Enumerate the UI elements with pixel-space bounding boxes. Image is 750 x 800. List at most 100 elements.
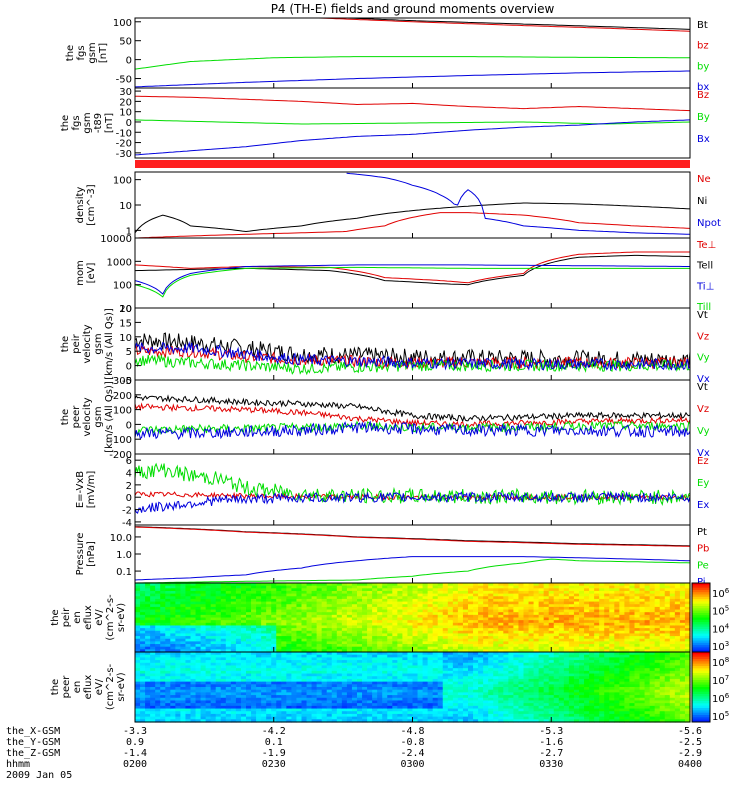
spectrogram-cell — [447, 689, 454, 693]
spectrogram-cell — [155, 644, 161, 648]
spectrogram-cell — [437, 705, 444, 710]
spectrogram-cell — [589, 630, 595, 635]
spectrogram-cell — [155, 662, 161, 667]
spectrogram-cell — [624, 604, 631, 608]
spectrogram-cell — [296, 620, 303, 624]
spectrogram-cell — [311, 590, 318, 595]
spectrogram-cell — [437, 612, 444, 616]
spectrogram-cell — [523, 609, 530, 613]
spectrogram-cell — [422, 590, 429, 595]
spectrogram-cell — [301, 670, 308, 675]
spectrogram-cell — [488, 646, 494, 650]
spectrogram-cell — [377, 662, 383, 667]
spectrogram-cell — [462, 716, 469, 720]
spectrogram-cell — [261, 646, 267, 650]
spectrogram-cell — [185, 678, 192, 683]
spectrogram-cell — [225, 604, 232, 608]
spectrogram-cell — [377, 604, 383, 608]
spectrogram-cell — [230, 609, 237, 613]
spectrogram-cell — [256, 665, 262, 669]
y-tick-label: 10.0 — [110, 533, 132, 544]
spectrogram-cell — [392, 606, 398, 611]
spectrogram-cell — [165, 668, 171, 672]
spectrogram-cell — [639, 622, 646, 627]
spectrogram-cell — [392, 654, 398, 658]
spectrogram-cell — [513, 638, 520, 642]
spectrogram-cell — [392, 622, 398, 627]
spectrogram-cell — [306, 708, 313, 712]
spectrogram-cell — [437, 711, 444, 715]
spectrogram-cell — [240, 662, 247, 667]
spectrogram-cell — [301, 614, 308, 619]
spectrogram-cell — [599, 598, 605, 603]
spectrogram-cell — [286, 652, 293, 656]
spectrogram-cell — [397, 684, 404, 688]
spectrogram-cell — [457, 668, 464, 672]
spectrogram-cell — [240, 622, 247, 627]
spectrogram-cell — [523, 644, 530, 648]
spectrogram-cell — [533, 598, 540, 603]
spectrogram-cell — [140, 644, 146, 648]
spectrogram-cell — [251, 703, 257, 707]
spectrogram-cell — [135, 614, 141, 619]
spectrogram-cell — [407, 633, 414, 637]
series-line-Vx — [135, 420, 690, 440]
spectrogram-cell — [442, 638, 449, 642]
spectrogram-cell — [589, 604, 595, 608]
spectrogram-cell — [614, 644, 620, 648]
spectrogram-cell — [341, 630, 348, 635]
spectrogram-cell — [558, 633, 565, 637]
spectrogram-cell — [180, 665, 187, 669]
spectrogram-cell — [649, 604, 656, 608]
spectrogram-cell — [246, 604, 252, 608]
spectrogram-cell — [362, 633, 368, 637]
spectrogram-cell — [488, 652, 494, 656]
spectrogram-cell — [422, 612, 429, 616]
spectrogram-cell — [301, 673, 308, 677]
spectrogram-cell — [271, 583, 277, 587]
spectrogram-cell — [155, 684, 161, 688]
spectrogram-cell — [432, 630, 439, 635]
spectrogram-cell — [629, 646, 636, 650]
spectrogram-cell — [180, 670, 187, 675]
y-axis-label-line: mom — [75, 260, 86, 286]
spectrogram-cell — [220, 588, 227, 592]
spectrogram-cell — [135, 697, 141, 702]
spectrogram-cell — [256, 673, 262, 677]
colorbar-step — [692, 592, 710, 595]
spectrogram-cell — [447, 598, 454, 603]
spectrogram-cell — [457, 716, 464, 720]
spectrogram-cell — [346, 678, 353, 683]
spectrogram-cell — [417, 628, 424, 632]
spectrogram-cell — [417, 601, 424, 605]
spectrogram-cell — [367, 684, 373, 688]
spectrogram-cell — [427, 590, 434, 595]
spectrogram-cell — [210, 665, 217, 669]
spectrogram-cell — [427, 596, 434, 600]
spectrogram-cell — [357, 670, 363, 675]
spectrogram-cell — [619, 649, 626, 653]
spectrogram-cell — [210, 620, 217, 624]
spectrogram-cell — [266, 711, 272, 715]
spectrogram-cell — [397, 657, 404, 661]
spectrogram-cell — [498, 609, 504, 613]
spectrogram-cell — [230, 644, 237, 648]
spectrogram-cell — [528, 606, 535, 611]
spectrogram-cell — [503, 649, 509, 653]
spectrogram-cell — [669, 636, 676, 640]
spectrogram-cell — [417, 687, 424, 691]
spectrogram-cell — [412, 695, 419, 699]
spectrogram-cell — [437, 636, 444, 640]
spectrogram-cell — [160, 711, 166, 715]
spectrogram-cell — [372, 628, 378, 632]
spectrogram-cell — [372, 593, 378, 597]
spectrogram-cell — [195, 649, 202, 653]
spectrogram-cell — [553, 636, 560, 640]
spectrogram-cell — [412, 625, 419, 629]
spectrogram-cell — [251, 697, 257, 702]
spectrogram-cell — [392, 670, 398, 675]
spectrogram-cell — [407, 697, 414, 702]
y-axis-label-line: the — [50, 609, 61, 625]
spectrogram-cell — [271, 593, 277, 597]
